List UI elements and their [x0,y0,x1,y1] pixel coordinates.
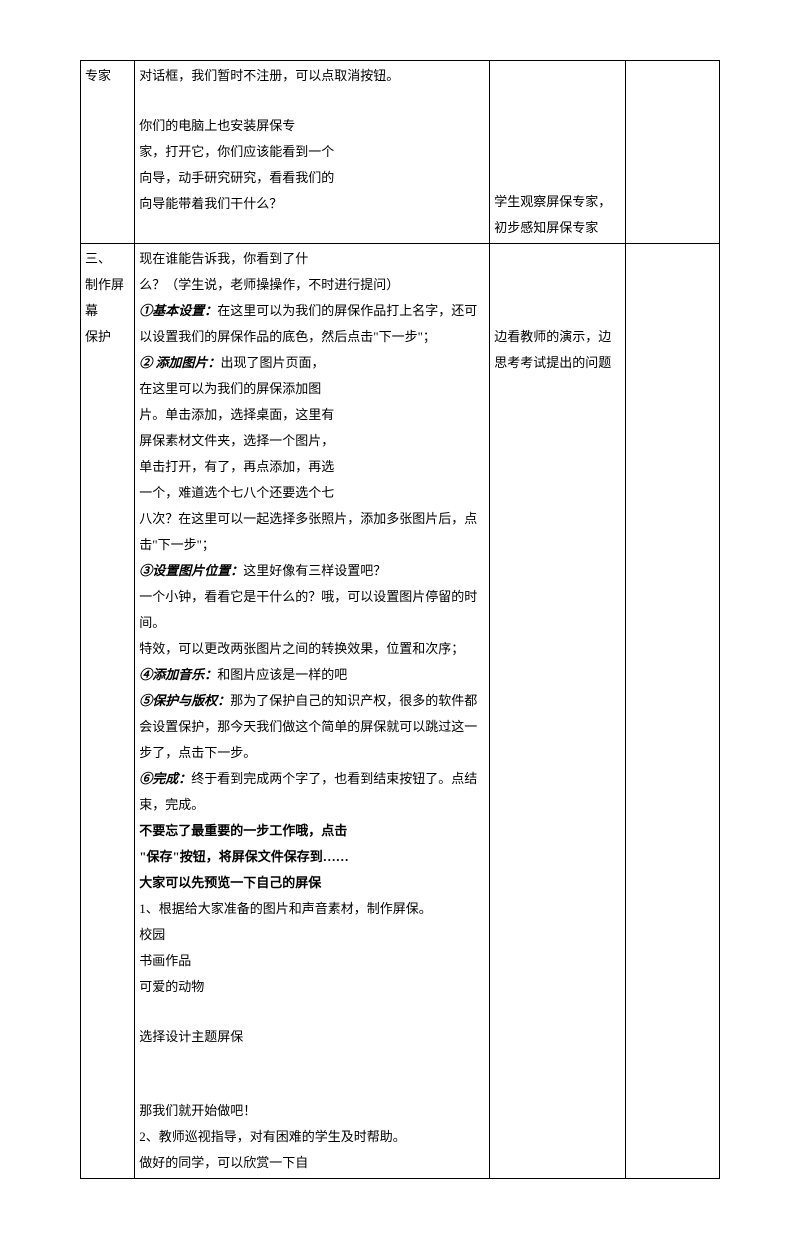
text: 这里好像有三样设置吧？ [243,563,386,578]
text: 边看教师的演示，边 [494,324,621,350]
table-row: 专家 对话框，我们暂时不注册，可以点取消按钮。 你们的电脑上也安装屏保专 家，打… [81,61,720,244]
cell-teacher-activity: 现在谁能告诉我，你看到了什 么？（学生说，老师操操作，不时进行提问） ①基本设置… [135,244,490,1179]
text: 向导能带着我们干什么？ [139,191,485,217]
cell-notes [626,244,720,1179]
text: 大家可以先预览一下自己的屏保 [139,870,485,896]
text: 家，打开它，你们应该能看到一个 [139,139,485,165]
text: 和图片应该是一样的吧 [217,667,347,682]
step-label: ④添加音乐： [139,667,217,682]
table-row: 三、 制作屏幕 保护 现在谁能告诉我，你看到了什 么？（学生说，老师操操作，不时… [81,244,720,1179]
cell-student-activity: 学生观察屏保专家， 初步感知屏保专家 [490,61,626,244]
text: 书画作品 [139,948,485,974]
text: 学生观察屏保专家， [494,189,621,215]
cell-notes [626,61,720,244]
text: 单击打开，有了，再点添加，再选 [139,454,485,480]
text: 1、根据给大家准备的图片和声音素材，制作屏保。 [139,896,485,922]
cell-stage: 专家 [81,61,135,244]
cell-stage: 三、 制作屏幕 保护 [81,244,135,1179]
text: 出现了图片页面， [221,355,325,370]
text: 思考考试提出的问题 [494,350,621,376]
step-label: ② 添加图片： [139,355,220,370]
cell-student-activity: 边看教师的演示，边 思考考试提出的问题 [490,244,626,1179]
text: 你们的电脑上也安装屏保专 [139,113,485,139]
lesson-plan-table: 专家 对话框，我们暂时不注册，可以点取消按钮。 你们的电脑上也安装屏保专 家，打… [80,60,720,1179]
text: 么？（学生说，老师操操作，不时进行提问） [139,272,485,298]
step-label: ⑤保护与版权： [139,693,230,708]
text: "保存"按钮，将屏保文件保存到…… [139,844,485,870]
step-label: ①基本设置： [139,303,217,318]
text: 屏保素材文件夹，选择一个图片， [139,428,485,454]
text: 专家 [85,68,111,83]
text: 不要忘了最重要的一步工作哦，点击 [139,818,485,844]
text: 保护 [85,324,130,350]
text: 做好的同学，可以欣赏一下自 [139,1150,485,1176]
text: 校园 [139,922,485,948]
text: 现在谁能告诉我，你看到了什 [139,246,485,272]
text: 制作屏幕 [85,272,130,324]
text: 在这里可以为我们的屏保添加图 [139,376,485,402]
step-label: ⑥完成： [139,771,191,786]
text: 选择设计主题屏保 [139,1024,485,1050]
cell-teacher-activity: 对话框，我们暂时不注册，可以点取消按钮。 你们的电脑上也安装屏保专 家，打开它，… [135,61,490,244]
text: 一个小钟，看看它是干什么的？哦，可以设置图片停留的时间。 [139,584,485,636]
step-label: ③设置图片位置： [139,563,243,578]
text: 八次？在这里可以一起选择多张照片，添加多张图片后，点击"下一步"； [139,506,485,558]
text: 可爱的动物 [139,974,485,1000]
text: 对话框，我们暂时不注册，可以点取消按钮。 [139,63,485,89]
text: 那我们就开始做吧！ [139,1098,485,1124]
text: 一个，难道选个七八个还要选个七 [139,480,485,506]
text: 片。单击添加，选择桌面，这里有 [139,402,485,428]
text: 三、 [85,246,130,272]
text: 2、教师巡视指导，对有困难的学生及时帮助。 [139,1124,485,1150]
text: 初步感知屏保专家 [494,215,621,241]
text: 向导，动手研究研究，看看我们的 [139,165,485,191]
text: 特效，可以更改两张图片之间的转换效果，位置和次序； [139,636,485,662]
